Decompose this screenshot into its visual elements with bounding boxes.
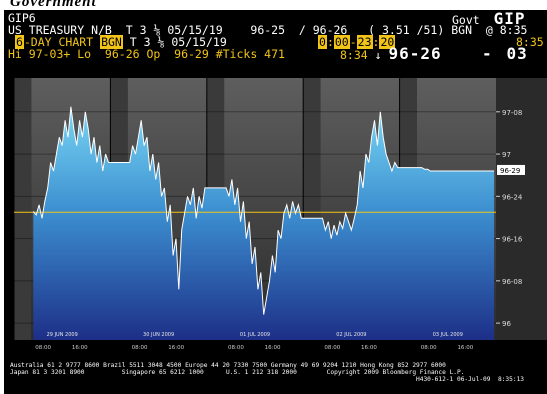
function-label: GIP bbox=[493, 9, 526, 28]
price-line bbox=[32, 106, 495, 315]
last-price: 96-26 bbox=[388, 44, 442, 63]
end-hour-field[interactable]: 23 bbox=[356, 35, 373, 49]
last-price-label: 96-29 bbox=[500, 167, 520, 175]
start-hour-field[interactable]: 0 bbox=[318, 35, 327, 49]
overnight-panel bbox=[14, 78, 32, 340]
y-tick-label: 96-16 bbox=[502, 236, 523, 244]
x-axis: 08:00 16:00 29 JUN 2009 08:00 16:00 30 JUN 20… bbox=[14, 332, 547, 362]
ticker-label: GIP6 bbox=[8, 11, 36, 25]
day-label: 03 JUL 2009 bbox=[433, 332, 463, 338]
last-price-tag bbox=[497, 164, 525, 175]
time-tick-label: 08:00 bbox=[421, 345, 437, 351]
day-label: 02 JUL 2009 bbox=[336, 332, 366, 338]
time-right: 8:35 bbox=[516, 35, 544, 49]
stats-row: Hi 97-03+ Lo 96-26 Op 96-29 #Ticks 471 bbox=[8, 47, 285, 61]
chart-source-field[interactable]: BGN bbox=[100, 35, 123, 49]
last-time: 8:34 bbox=[340, 48, 368, 62]
chart-type-label: -DAY CHART bbox=[23, 35, 94, 49]
time-tick-label: 16:00 bbox=[361, 345, 377, 351]
day-label: 29 JUN 2009 bbox=[47, 332, 78, 338]
footer-timestamp: H430-612-1 06-Jul-09 8:35:13 bbox=[416, 376, 525, 383]
price-chart: 97-08 97 96-24 96-16 96-08 96 96-29 08:00 16:00… bbox=[13, 78, 547, 362]
time-tick-label: 16:00 bbox=[168, 345, 184, 351]
time-range: 0:00-23:20 bbox=[318, 35, 396, 49]
chart-maturity: 05/15/19 bbox=[171, 35, 227, 49]
time-tick-label: 08:00 bbox=[35, 345, 51, 351]
header-row-3: 6-DAY CHART BGN T 3 ⅛ 05/15/19 bbox=[8, 35, 227, 49]
time-tick-label: 08:00 bbox=[228, 345, 244, 351]
y-axis: 97-08 97 96-24 96-16 96-08 96 96-29 bbox=[496, 109, 525, 328]
y-tick-label: 96 bbox=[502, 320, 511, 328]
chart-days-field[interactable]: 6 bbox=[14, 35, 24, 49]
quote-time: @ 8:35 bbox=[485, 23, 528, 37]
chart-coupon-fraction: ⅛ bbox=[157, 35, 165, 49]
header-row-2: US TREASURY N/B T 3 ⅛ 05/15/19 96-25 / 9… bbox=[8, 24, 527, 37]
end-minute-field[interactable]: 20 bbox=[379, 35, 396, 49]
coupon-fraction: ⅛ bbox=[153, 23, 161, 37]
day-label: 30 JUN 2009 bbox=[143, 332, 174, 338]
govt-label: Govt bbox=[452, 13, 480, 27]
time-tick-label: 16:00 bbox=[457, 345, 473, 351]
header-row-1: GIP6 bbox=[8, 12, 36, 25]
y-axis-panel bbox=[496, 78, 547, 340]
yields: ( 3.51 /51) bbox=[368, 23, 445, 37]
down-arrow-icon: ↓ bbox=[374, 48, 382, 62]
time-tick-label: 08:00 bbox=[132, 345, 148, 351]
price-source: BGN bbox=[451, 23, 473, 37]
area-series bbox=[33, 106, 495, 340]
coupon: T 3 bbox=[125, 23, 147, 37]
bid-ask: 96-25 / 96-26 bbox=[250, 23, 348, 37]
last-trade: 8:34 ↓ 96-26 bbox=[340, 44, 442, 63]
time-tick-label: 16:00 bbox=[265, 345, 281, 351]
security-name: US TREASURY N/B bbox=[8, 23, 112, 37]
page-caption: Government bbox=[10, 0, 97, 10]
start-minute-field[interactable]: 00 bbox=[333, 35, 350, 49]
day-label: 01 JUL 2009 bbox=[240, 332, 270, 338]
footer-contacts: Australia 61 2 9777 8600 Brazil 5511 304… bbox=[10, 362, 446, 369]
x-axis-band bbox=[14, 340, 547, 362]
terminal-window: GIP6 Govt GIP US TREASURY N/B T 3 ⅛ 05/1… bbox=[4, 10, 547, 394]
price-area bbox=[33, 106, 495, 340]
y-tick-label: 97 bbox=[502, 151, 511, 159]
time-tick-label: 16:00 bbox=[72, 345, 88, 351]
net-change: - 03 bbox=[482, 44, 528, 63]
time-tick-label: 08:00 bbox=[324, 345, 340, 351]
source-label: Govt GIP bbox=[452, 9, 526, 28]
y-tick-label: 96-24 bbox=[502, 193, 523, 201]
change-value: 03 bbox=[506, 44, 528, 63]
change-sign: - bbox=[482, 44, 493, 63]
chart-coupon: T 3 bbox=[129, 35, 151, 49]
maturity: 05/15/19 bbox=[167, 23, 223, 37]
footer-copyright: Japan 81 3 3201 8900 Singapore 65 6212 1… bbox=[10, 369, 465, 376]
price-line-path bbox=[32, 106, 495, 315]
y-tick-label: 96-08 bbox=[502, 278, 522, 286]
y-tick-label: 97-08 bbox=[502, 109, 522, 117]
